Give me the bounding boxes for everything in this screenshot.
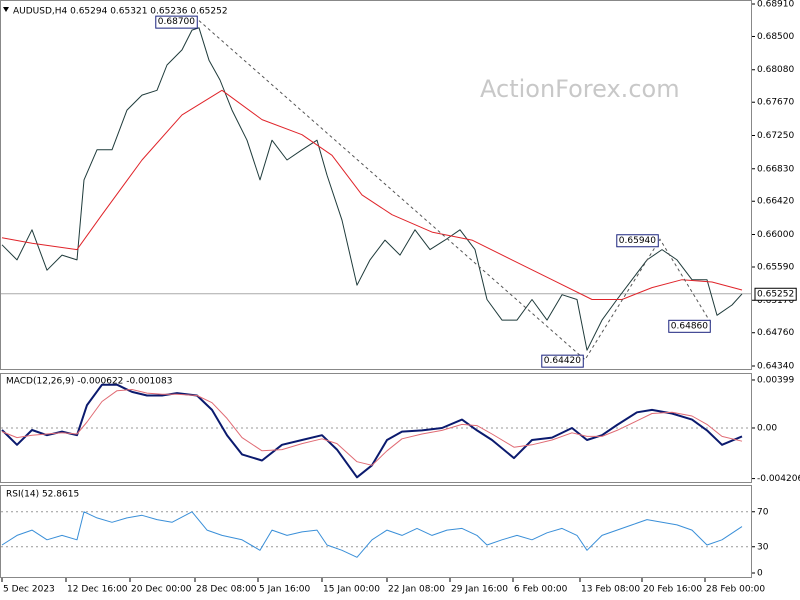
symbol-marker	[3, 7, 9, 12]
y-tick-label: 0.00399	[757, 375, 794, 385]
series-line	[1, 511, 743, 558]
series-line	[1, 383, 743, 479]
zigzag-line	[198, 20, 713, 361]
y-tick-label: 0.65590	[757, 262, 794, 272]
y-tick-label: 0.68910	[757, 0, 794, 10]
macd-title: MACD(12,26,9) -0.000622 -0.001083	[6, 377, 172, 387]
y-tick-label: 0.66420	[757, 197, 794, 207]
x-tick-label: 13 Feb 08:00	[581, 585, 640, 595]
x-tick-label: 15 Jan 00:00	[323, 585, 380, 595]
x-tick-label: 29 Jan 16:00	[451, 585, 508, 595]
rsi-panel	[0, 485, 752, 578]
y-tick-label: 0.68500	[757, 32, 794, 42]
label-box	[155, 15, 198, 29]
y-tick-label: 70	[757, 507, 769, 517]
y-tick-label: 30	[757, 542, 769, 552]
x-tick-label: 6 Feb 00:00	[514, 585, 568, 595]
label-box	[754, 287, 797, 301]
macd-panel	[0, 373, 752, 483]
pivot-label: 0.64420	[544, 356, 581, 366]
y-tick-label: 0.66000	[757, 230, 794, 240]
x-tick-label: 12 Dec 16:00	[67, 585, 128, 595]
x-tick-label: 20 Dec 00:00	[131, 585, 192, 595]
rsi-title: RSI(14) 52.8615	[6, 490, 79, 500]
y-tick-label: -0.004206	[757, 474, 800, 484]
pivot-label: 0.64860	[671, 321, 708, 331]
y-tick-label: 0.00	[757, 423, 777, 433]
y-tick-label: 0.68080	[757, 65, 794, 75]
label-box	[616, 234, 659, 248]
x-tick-label: 28 Feb 00:00	[706, 585, 765, 595]
last-price-label: 0.65252	[757, 289, 794, 299]
x-tick-label: 20 Feb 16:00	[643, 585, 702, 595]
watermark: ActionForex.com	[480, 75, 680, 103]
price-panel	[0, 0, 752, 370]
label-box	[541, 354, 584, 368]
x-tick-label: 22 Jan 08:00	[388, 585, 445, 595]
x-tick-label: 5 Dec 2023	[3, 585, 55, 595]
y-tick-label: 0.64340	[757, 362, 794, 372]
y-tick-label: 0.66830	[757, 164, 794, 174]
y-tick-label: 0.67670	[757, 98, 794, 108]
y-tick-label: 0	[757, 569, 763, 579]
x-tick-label: 5 Jan 16:00	[259, 585, 311, 595]
pivot-label: 0.65940	[619, 236, 656, 246]
y-tick-label: 0.64760	[757, 328, 794, 338]
series-line	[1, 389, 743, 466]
chart-title: AUDUSD,H4 0.65294 0.65321 0.65236 0.6525…	[13, 7, 228, 17]
series-line	[1, 89, 743, 300]
y-tick-label: 0.67250	[757, 131, 794, 141]
pivot-label: 0.68700	[158, 17, 195, 27]
label-box	[668, 319, 711, 333]
x-tick-label: 28 Dec 08:00	[196, 585, 257, 595]
